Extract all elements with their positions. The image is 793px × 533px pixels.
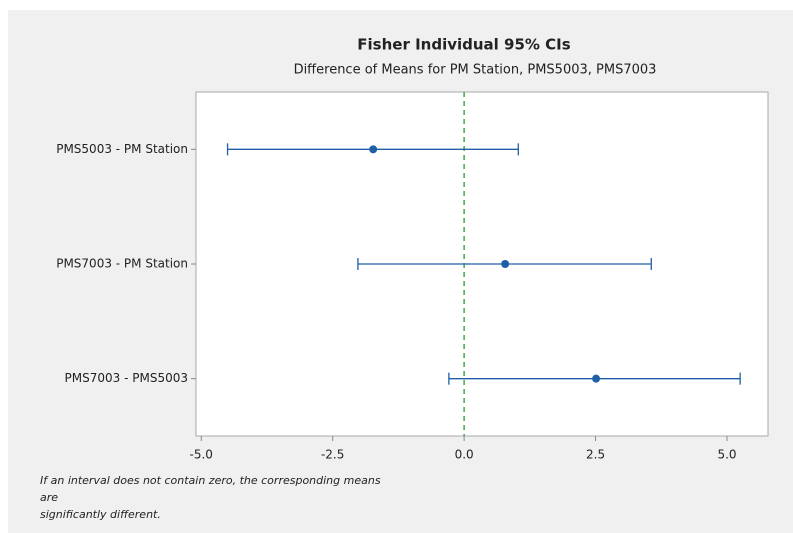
y-tick-label: PMS5003 - PM Station <box>56 142 188 156</box>
x-tick-label: -5.0 <box>190 448 213 462</box>
chart-subtitle: Difference of Means for PM Station, PMS5… <box>294 63 657 78</box>
y-tick-label: PMS7003 - PM Station <box>56 257 188 271</box>
footnote: If an interval does not contain zero, th… <box>40 474 381 487</box>
x-tick-label: 2.5 <box>586 448 605 462</box>
mean-point <box>592 374 601 383</box>
y-tick-label: PMS7003 - PMS5003 <box>65 371 188 385</box>
mean-point <box>501 260 510 268</box>
mean-point <box>369 145 378 154</box>
x-tick-label: 5.0 <box>717 448 736 462</box>
x-tick-label: 0.0 <box>455 448 474 462</box>
x-tick-label: -2.5 <box>321 448 344 462</box>
chart-title: Fisher Individual 95% CIs <box>357 36 570 54</box>
footnote: significantly different. <box>40 508 161 521</box>
footnote: are <box>40 491 58 504</box>
